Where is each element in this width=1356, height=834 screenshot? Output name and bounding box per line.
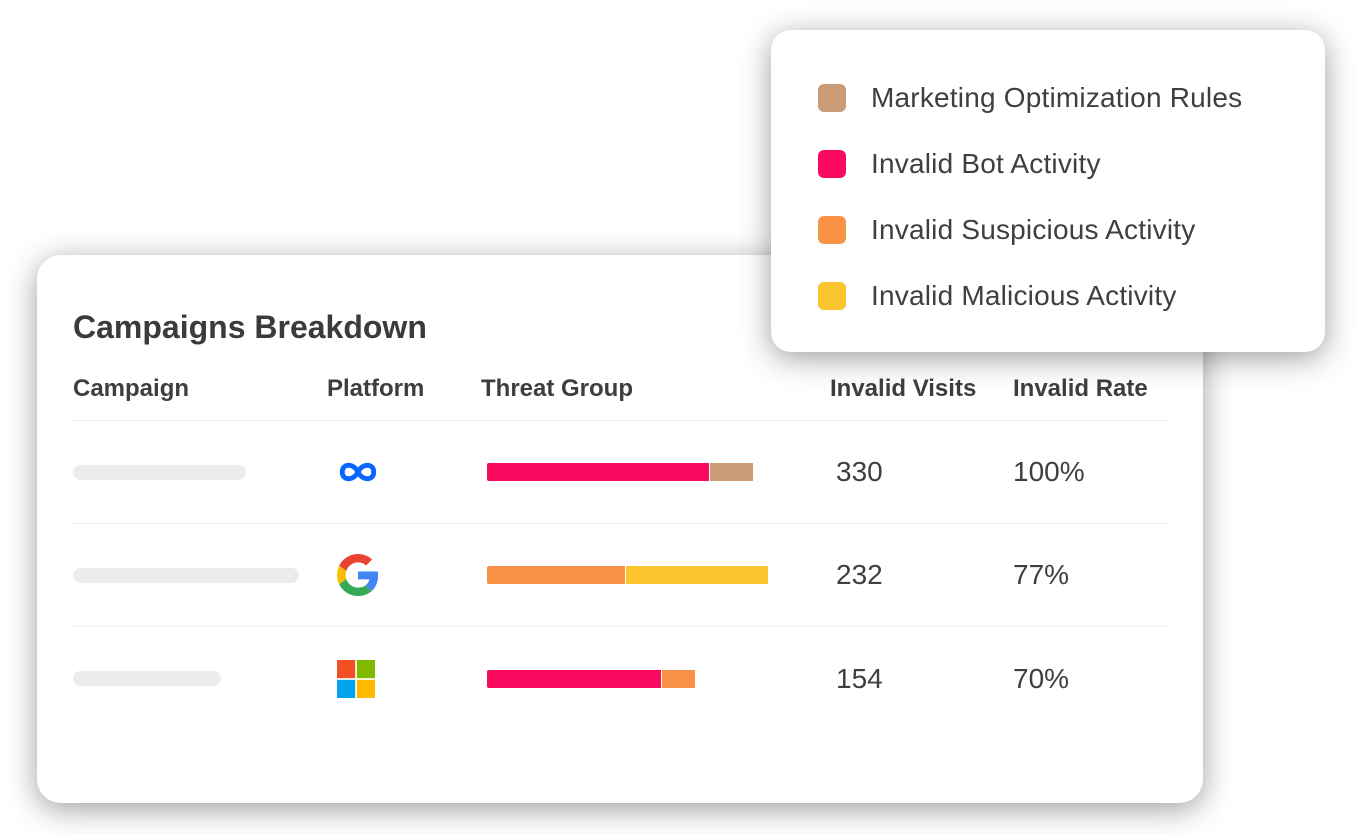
campaign-name-placeholder (73, 671, 327, 686)
bot-color-swatch (818, 150, 846, 178)
column-header-campaign: Campaign (73, 375, 190, 402)
google-logo-icon (337, 554, 379, 596)
invalid-rate-value: 100% (1013, 456, 1085, 487)
threat-group-cell (481, 669, 830, 688)
malicious-color-swatch (818, 282, 846, 310)
legend-item-marketing: Marketing Optimization Rules (818, 65, 1325, 131)
invalid-visits-value: 232 (836, 559, 883, 590)
threat-segment-malicious (625, 566, 768, 584)
marketing-color-swatch (818, 84, 846, 112)
invalid-visits-value: 154 (836, 662, 883, 694)
column-header-invalid-visits: Invalid Visits (830, 375, 977, 402)
threat-segment-bot (487, 463, 709, 481)
table-row[interactable]: 232 77% (73, 524, 1167, 627)
campaign-name-placeholder (73, 567, 327, 583)
legend-label: Invalid Malicious Activity (871, 280, 1177, 311)
campaign-name-placeholder (73, 464, 327, 480)
platform-cell (327, 554, 481, 596)
column-header-invalid-rate: Invalid Rate (1013, 375, 1148, 402)
meta-logo-icon (339, 462, 377, 482)
legend-label: Invalid Suspicious Activity (871, 214, 1196, 245)
table-header-row: Campaign Platform Threat Group Invalid V… (73, 375, 1167, 421)
invalid-visits-value: 330 (836, 456, 883, 487)
threat-group-bar (487, 566, 830, 584)
page-title: Campaigns Breakdown (73, 309, 427, 345)
threat-group-cell (481, 566, 830, 584)
threat-group-bar (487, 669, 830, 688)
threat-group-legend-card: Marketing Optimization Rules Invalid Bot… (771, 30, 1325, 352)
legend-item-suspicious: Invalid Suspicious Activity (818, 197, 1325, 263)
threat-segment-suspicious (661, 669, 695, 688)
table-row[interactable]: 154 70% (73, 627, 1167, 730)
legend-label: Invalid Bot Activity (871, 148, 1101, 179)
legend-item-bot: Invalid Bot Activity (818, 131, 1325, 197)
platform-cell (327, 458, 481, 486)
column-header-platform: Platform (327, 375, 425, 402)
column-header-threat-group: Threat Group (481, 375, 634, 402)
threat-group-bar (487, 463, 830, 481)
invalid-rate-value: 77% (1013, 559, 1070, 590)
platform-cell (327, 659, 481, 698)
threat-segment-marketing (709, 463, 753, 481)
threat-group-cell (481, 463, 830, 481)
legend-item-malicious: Invalid Malicious Activity (818, 263, 1325, 329)
microsoft-logo-icon (337, 659, 375, 698)
table-row[interactable]: 330 100% (73, 421, 1167, 524)
legend-label: Marketing Optimization Rules (871, 82, 1243, 113)
threat-segment-bot (487, 669, 661, 688)
invalid-rate-value: 70% (1013, 662, 1070, 694)
threat-segment-suspicious (487, 566, 625, 584)
suspicious-color-swatch (818, 216, 846, 244)
